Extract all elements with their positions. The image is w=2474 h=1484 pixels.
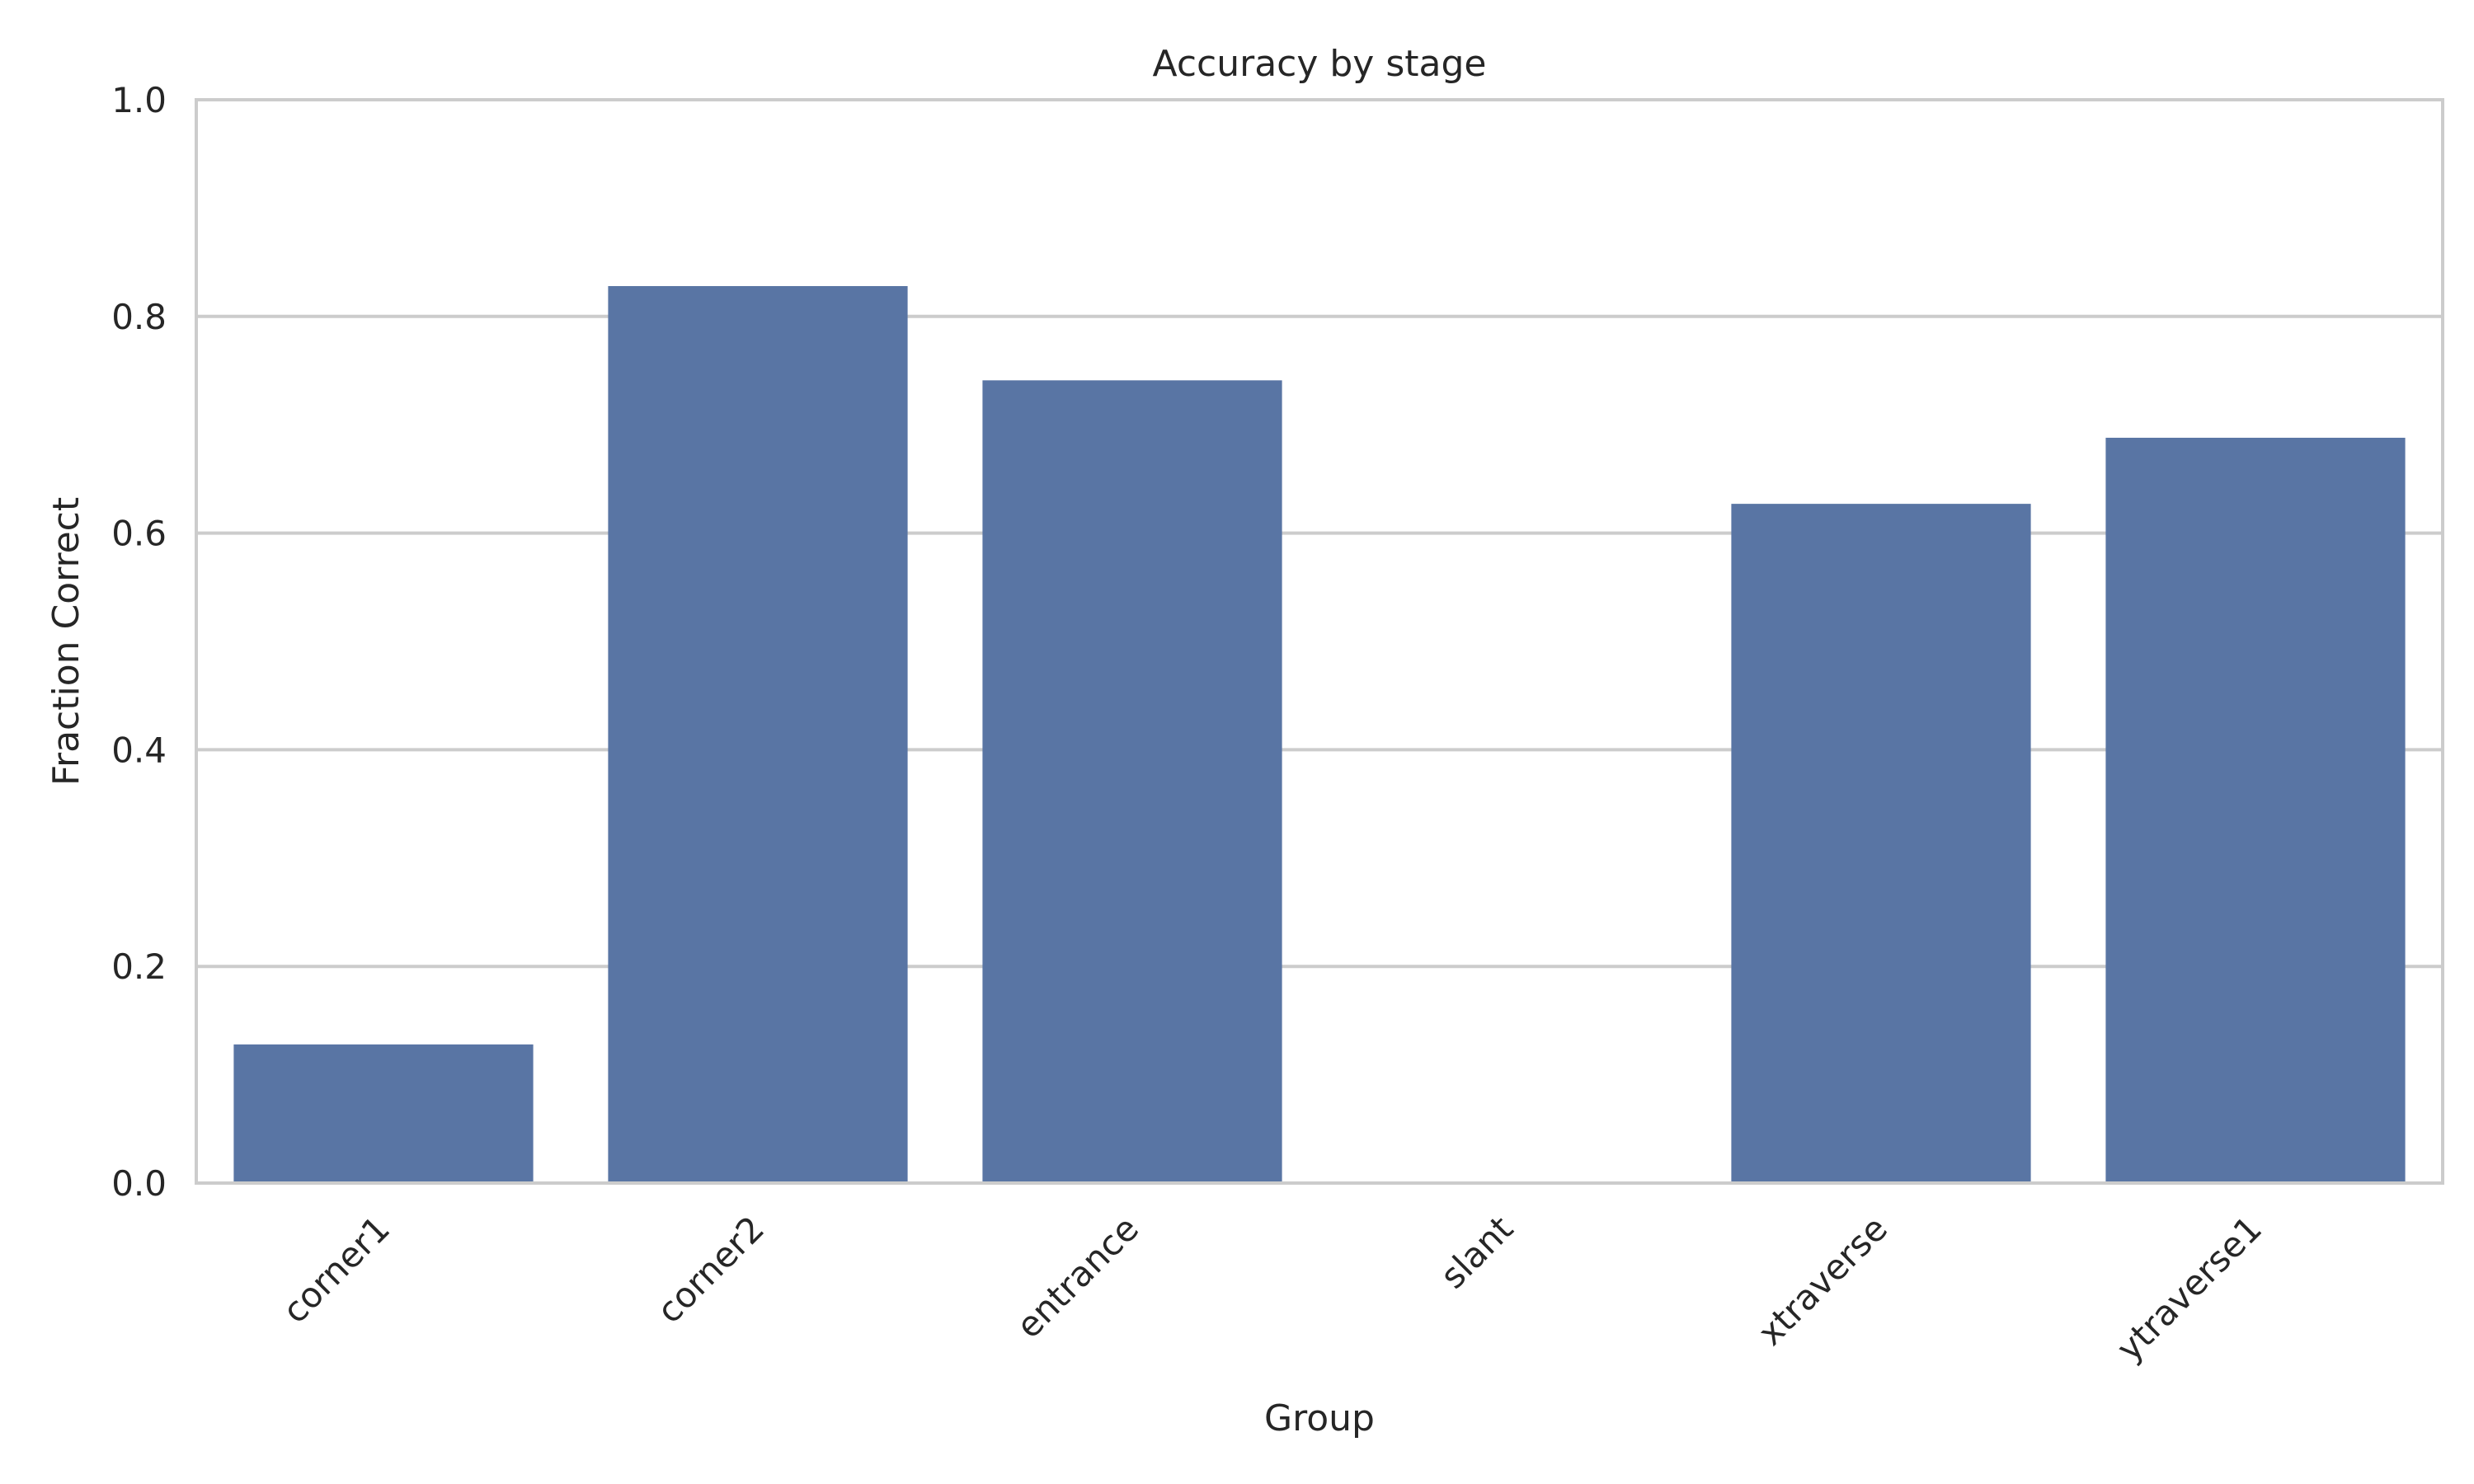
y-tick-label: 1.0 (111, 80, 167, 120)
y-tick-labels: 0.0 0.2 0.4 0.6 0.8 1.0 (111, 80, 167, 1204)
bar-entrance (982, 380, 1282, 1183)
y-tick-label: 0.4 (111, 730, 167, 770)
bar-corner2 (608, 286, 908, 1183)
gridlines (196, 314, 2443, 969)
y-tick-label: 0.2 (111, 946, 167, 987)
plot-frame (195, 98, 2444, 1185)
y-tick-label: 0.8 (111, 297, 167, 337)
bars (233, 286, 2406, 1183)
y-axis-label: Fraction Correct (45, 497, 87, 786)
bar-xtraverse (1731, 504, 2031, 1183)
bar-corner1 (233, 1044, 534, 1183)
chart-title: Accuracy by stage (1153, 43, 1487, 85)
y-tick-label: 0.0 (111, 1163, 167, 1204)
bar-ytraverse1 (2105, 437, 2406, 1183)
y-tick-label: 0.6 (111, 514, 167, 554)
x-axis-label: Group (1264, 1397, 1375, 1439)
